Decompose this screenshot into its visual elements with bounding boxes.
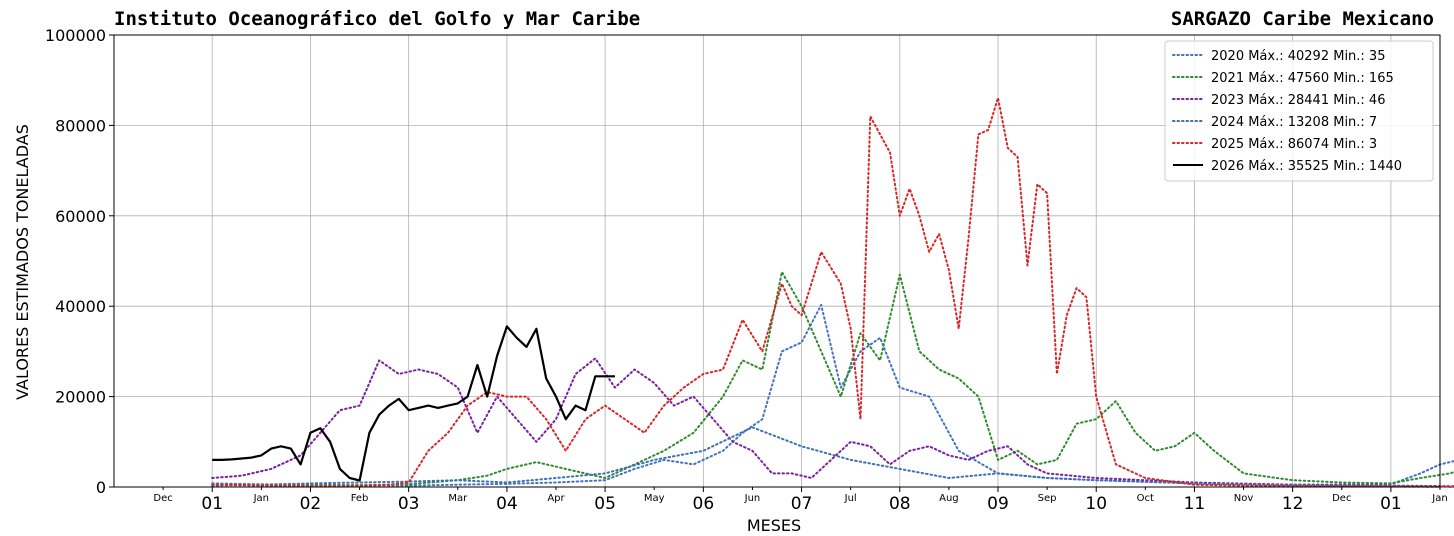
y-tick-label: 60000	[55, 207, 106, 226]
x-minor-label: Jan	[1431, 493, 1447, 504]
y-tick-label: 20000	[55, 388, 106, 407]
x-axis-label: MESES	[747, 516, 801, 535]
x-minor-label: Jun	[744, 493, 761, 504]
x-axis-ticks: 01 02 03 04 05 06 07 08 09 10 11 12 01 Dec Jan Feb Mar Ap…	[153, 487, 1448, 514]
x-month-label: 01	[1380, 494, 1402, 514]
legend-entry: 2024 Máx.: 13208 Min.: 7	[1211, 115, 1377, 130]
x-minor-label: Jul	[844, 493, 857, 504]
x-minor-label: Apr	[547, 493, 565, 504]
x-month-label: 09	[987, 494, 1009, 514]
series-line-4	[211, 426, 1454, 488]
x-month-label: 02	[300, 494, 322, 514]
series-line-2	[211, 271, 1454, 487]
legend-entry: 2020 Máx.: 40292 Min.: 35	[1211, 49, 1385, 64]
chart-title-right: SARGAZO Caribe Mexicano	[1171, 8, 1434, 30]
x-month-label: 11	[1184, 494, 1206, 514]
x-month-label: 08	[889, 494, 911, 514]
x-minor-label: May	[644, 493, 665, 504]
series-line-5	[211, 96, 1454, 488]
x-month-label: 10	[1085, 494, 1107, 514]
y-axis-ticks: 0 20000 40000 60000 80000 100000	[45, 26, 114, 497]
y-tick-label: 0	[96, 478, 106, 497]
x-month-label: 01	[201, 494, 223, 514]
x-minor-label: Oct	[1137, 493, 1154, 504]
x-minor-label: Mar	[448, 493, 468, 504]
y-axis-label: VALORES ESTIMADOS TONELADAS	[13, 124, 32, 400]
legend-box	[1164, 40, 1434, 182]
legend-entry: 2026 Máx.: 35525 Min.: 1440	[1211, 159, 1402, 174]
series-line-6	[212, 325, 615, 482]
y-tick-label: 40000	[55, 297, 106, 316]
x-minor-label: Aug	[939, 493, 959, 504]
x-month-label: 03	[398, 494, 420, 514]
x-minor-label: Nov	[1234, 493, 1254, 504]
x-minor-label: Jan	[253, 493, 269, 504]
series-lines	[211, 96, 1454, 488]
series-line-1	[211, 303, 1454, 487]
x-month-label: 04	[496, 494, 518, 514]
x-minor-label: Feb	[351, 493, 369, 504]
x-minor-label: Dec	[153, 493, 172, 504]
legend: 2020 Máx.: 40292 Min.: 35 2021 Máx.: 4756…	[1164, 40, 1434, 182]
legend-entry: 2025 Máx.: 86074 Min.: 3	[1211, 137, 1377, 152]
plot-frame	[113, 34, 1441, 488]
x-month-label: 07	[791, 494, 813, 514]
x-month-label: 12	[1282, 494, 1304, 514]
y-tick-label: 80000	[55, 116, 106, 135]
legend-entry: 2023 Máx.: 28441 Min.: 46	[1211, 93, 1385, 108]
legend-entry: 2021 Máx.: 47560 Min.: 165	[1211, 71, 1394, 86]
series-line-3	[211, 357, 1454, 488]
x-month-label: 05	[594, 494, 616, 514]
y-tick-label: 100000	[45, 26, 106, 45]
chart-title-left: Instituto Oceanográfico del Golfo y Mar …	[114, 8, 640, 30]
x-minor-label: Sep	[1038, 493, 1057, 504]
x-minor-label: Dec	[1332, 493, 1351, 504]
x-month-label: 06	[693, 494, 715, 514]
